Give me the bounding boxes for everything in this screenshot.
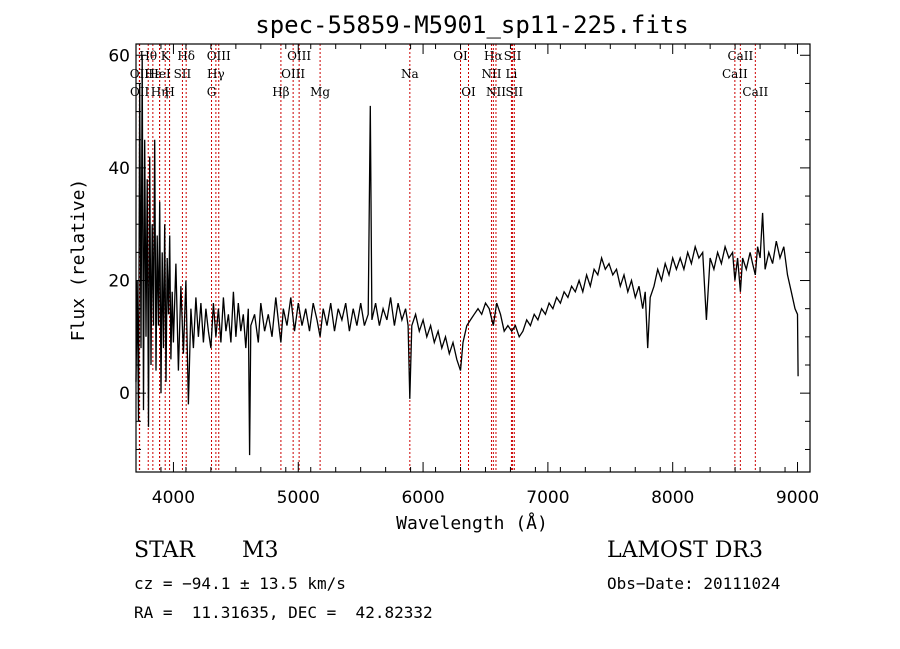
- object-type: STAR: [134, 538, 195, 563]
- spectral-line-label: CaII: [742, 85, 768, 99]
- spectral-line-label: Hε: [145, 67, 162, 81]
- spectral-line-label: OI: [461, 85, 476, 99]
- redshift-cz: cz = −94.1 ± 13.5 km/s: [134, 574, 346, 593]
- y-tick-label: 60: [108, 46, 130, 66]
- spectral-line-label: CaII: [722, 67, 748, 81]
- x-tick-label: 8000: [651, 488, 694, 508]
- x-tick-label: 9000: [776, 488, 819, 508]
- spectral-line-label: Hδ: [177, 49, 195, 63]
- spectral-line-label: G: [207, 85, 217, 99]
- y-tick-label: 40: [108, 159, 130, 179]
- spectral-line-label: OIII: [287, 49, 311, 63]
- x-tick-label: 7000: [526, 488, 569, 508]
- spectral-line-label: OIII: [281, 67, 305, 81]
- coordinates-radec: RA = 11.31635, DEC = 42.82332: [134, 603, 433, 622]
- observation-date: Obs−Date: 20111024: [607, 574, 781, 593]
- spectral-line-label: Hα: [484, 49, 503, 63]
- object-subclass: M3: [242, 538, 279, 563]
- spectral-line-label: NII: [481, 67, 501, 81]
- spectral-line-label: Hβ: [272, 85, 289, 99]
- survey-name: LAMOST DR3: [607, 538, 763, 563]
- spectral-line-label: SII: [504, 49, 522, 63]
- spectral-line-label: Na: [401, 67, 419, 81]
- spectral-line-label: SII: [174, 67, 192, 81]
- spectral-line-label: HeI: [148, 67, 171, 81]
- spectral-line-label: OI: [453, 49, 468, 63]
- x-tick-label: 4000: [152, 488, 195, 508]
- spectral-line-label: SII: [505, 85, 523, 99]
- spectral-line-label: NII: [486, 85, 506, 99]
- y-axis-label: Flux (relative): [68, 179, 89, 342]
- x-tick-label: 6000: [401, 488, 444, 508]
- spectral-line-label: K: [161, 49, 171, 63]
- spectrum-line: [135, 55, 799, 456]
- x-axis-label: Wavelength (Å): [396, 512, 548, 534]
- spectral-line-label: CaII: [727, 49, 753, 63]
- spectral-line-label: Mg: [310, 85, 330, 99]
- y-tick-label: 0: [119, 384, 130, 404]
- spectral-line-label: H: [164, 85, 174, 99]
- spectral-line-label: OIII: [207, 49, 231, 63]
- y-tick-label: 20: [108, 272, 130, 292]
- spectral-line-label: Li: [506, 67, 518, 81]
- chart-title: spec-55859-M5901_sp11-225.fits: [255, 11, 688, 39]
- axis-ticks: 4000 5000 6000 7000 8000 9000 0 20 40 60: [108, 44, 819, 508]
- x-tick-label: 5000: [277, 488, 320, 508]
- plot-frame: [135, 43, 811, 473]
- spectral-line-label: Hγ: [207, 67, 225, 81]
